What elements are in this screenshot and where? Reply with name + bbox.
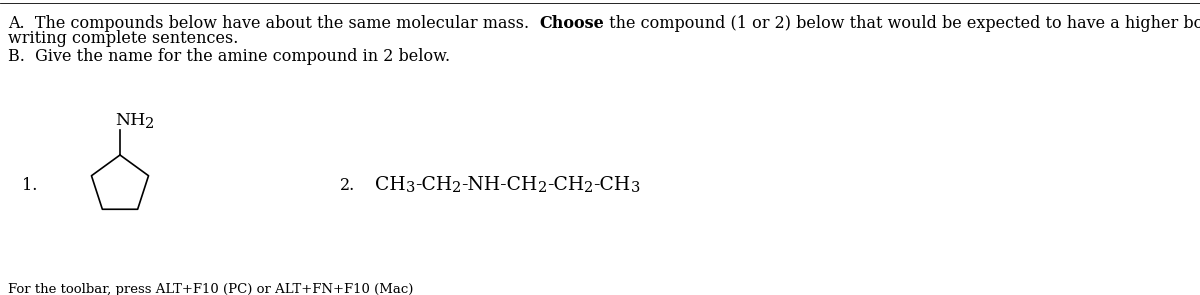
Text: 2: 2 [145,117,155,131]
Text: B.  Give the name for the amine compound in 2 below.: B. Give the name for the amine compound … [8,48,450,65]
Text: Choose: Choose [539,15,604,32]
Text: 2: 2 [538,181,547,196]
Text: 3: 3 [406,181,415,196]
Text: CH: CH [374,176,406,194]
Text: 2: 2 [584,181,593,196]
Text: 3: 3 [630,181,640,196]
Text: A.  The compounds below have about the same molecular mass.: A. The compounds below have about the sa… [8,15,539,32]
Text: -NH-CH: -NH-CH [461,176,538,194]
Text: 2: 2 [452,181,461,196]
Text: -CH: -CH [593,176,630,194]
Text: NH: NH [115,112,145,129]
Text: 1.: 1. [22,176,37,194]
Text: writing complete sentences.: writing complete sentences. [8,30,239,47]
Text: the compound (1 or 2) below that would be expected to have a higher boiling poin: the compound (1 or 2) below that would b… [604,15,1200,32]
Text: 2.: 2. [340,176,355,194]
Text: -CH: -CH [415,176,452,194]
Text: -CH: -CH [547,176,584,194]
Text: For the toolbar, press ALT+F10 (PC) or ALT+FN+F10 (Mac): For the toolbar, press ALT+F10 (PC) or A… [8,283,413,295]
